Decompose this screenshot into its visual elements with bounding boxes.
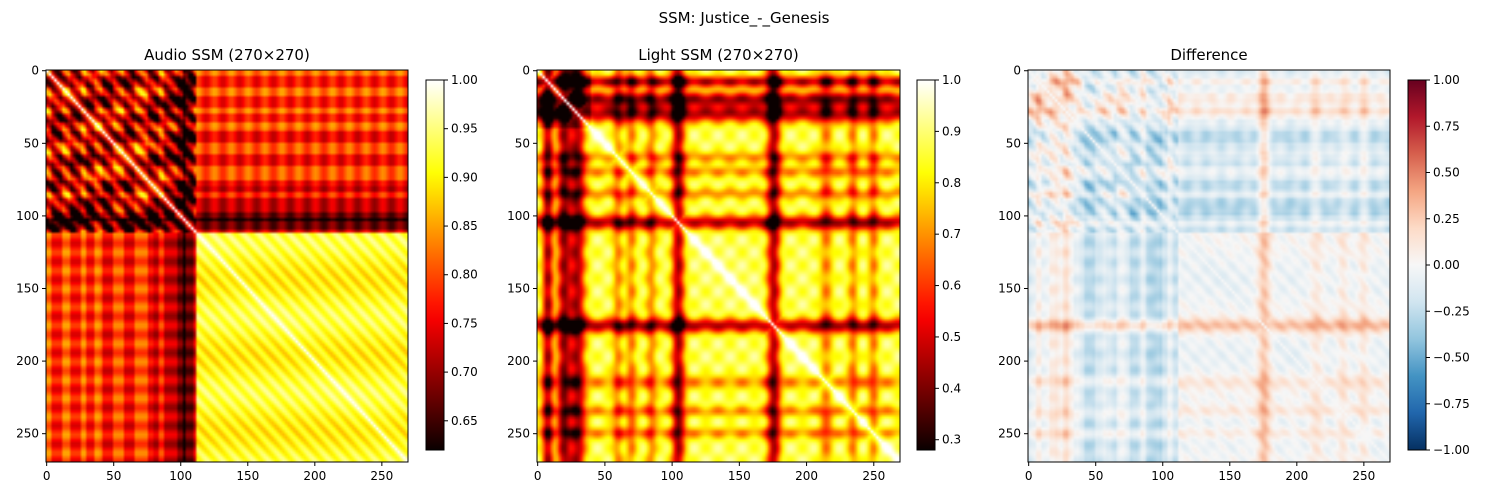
panel-2: Light SSM (270×270) 0 50 100 150 200 250 0 50 100… xyxy=(507,46,961,483)
colorbar-tick-label: 0.70 xyxy=(451,365,478,379)
x-tick-label: 150 xyxy=(236,469,259,483)
x-tick-label: 50 xyxy=(106,469,121,483)
x-tick-label: 50 xyxy=(597,469,612,483)
y-tick-label: 200 xyxy=(507,354,530,368)
y-tick-label: 0 xyxy=(1013,64,1021,78)
colorbar-tick-label: 0.90 xyxy=(451,170,478,184)
colorbar-tick-label: 0.75 xyxy=(1433,119,1460,133)
colorbar-tick-label: 0.4 xyxy=(942,381,961,395)
colorbar-tick-label: 0.25 xyxy=(1433,212,1460,226)
y-tick-label: 0 xyxy=(31,64,39,78)
x-tick-label: 200 xyxy=(303,469,326,483)
colorbar-tick-label: 0.85 xyxy=(451,219,478,233)
y-tick-label: 200 xyxy=(16,354,39,368)
y-tick-label: 50 xyxy=(515,136,530,150)
x-tick-label: 100 xyxy=(169,469,192,483)
x-tick-label: 0 xyxy=(43,469,51,483)
colorbar xyxy=(425,79,445,451)
y-tick-label: 150 xyxy=(998,282,1021,296)
panel-title: Difference xyxy=(1170,46,1247,64)
x-tick-label: 250 xyxy=(370,469,393,483)
x-tick-label: 200 xyxy=(1285,469,1308,483)
x-tick-label: 0 xyxy=(534,469,542,483)
y-tick-label: 100 xyxy=(998,209,1021,223)
colorbar xyxy=(916,79,936,451)
colorbar xyxy=(1407,79,1427,451)
colorbar-tick-label: 0.9 xyxy=(942,124,961,138)
panel-3: Difference 0 50 100 150 200 250 0 50 100 150 200 250… xyxy=(998,46,1470,483)
heatmap-image xyxy=(537,70,900,462)
panel-1: Audio SSM (270×270) 0 50 100 150 200 250 0 50 100… xyxy=(16,46,478,483)
y-tick-label: 250 xyxy=(507,427,530,441)
x-tick-label: 150 xyxy=(728,469,751,483)
y-tick-label: 250 xyxy=(16,427,39,441)
colorbar-tick-label: 1.0 xyxy=(942,73,961,87)
colorbar-tick-label: 0.50 xyxy=(1433,166,1460,180)
x-tick-label: 200 xyxy=(795,469,818,483)
colorbar-tick-label: 0.95 xyxy=(451,122,478,136)
x-tick-label: 150 xyxy=(1218,469,1241,483)
colorbar-tick-label: −0.25 xyxy=(1433,304,1470,318)
colorbar-tick-label: 0.8 xyxy=(942,176,961,190)
colorbar-tick-label: 0.75 xyxy=(451,316,478,330)
y-tick-label: 150 xyxy=(507,282,530,296)
axes-frame xyxy=(45,69,409,463)
x-tick-label: 100 xyxy=(661,469,684,483)
panel-title: Light SSM (270×270) xyxy=(638,46,799,64)
colorbar-tick-label: 0.00 xyxy=(1433,258,1460,272)
panel-title: Audio SSM (270×270) xyxy=(144,46,310,64)
colorbar-tick-label: −0.75 xyxy=(1433,397,1470,411)
x-tick-label: 100 xyxy=(1151,469,1174,483)
y-tick-label: 200 xyxy=(998,354,1021,368)
colorbar-tick-label: 0.80 xyxy=(451,268,478,282)
x-tick-label: 50 xyxy=(1088,469,1103,483)
colorbar-tick-label: 0.3 xyxy=(942,433,961,447)
y-tick-label: 0 xyxy=(522,64,530,78)
heatmap-image xyxy=(1028,70,1390,462)
heatmap-image xyxy=(46,70,408,462)
y-tick-label: 50 xyxy=(1006,136,1021,150)
colorbar-tick-label: 1.00 xyxy=(451,73,478,87)
x-tick-label: 250 xyxy=(862,469,885,483)
colorbar-tick-label: 1.00 xyxy=(1433,73,1460,87)
colorbar-tick-label: 0.6 xyxy=(942,279,961,293)
x-tick-label: 0 xyxy=(1025,469,1033,483)
colorbar-tick-label: 0.5 xyxy=(942,330,961,344)
x-tick-label: 250 xyxy=(1352,469,1375,483)
y-tick-label: 100 xyxy=(16,209,39,223)
y-tick-label: 50 xyxy=(24,136,39,150)
axes-frame xyxy=(1027,69,1391,463)
colorbar-tick-label: 0.7 xyxy=(942,227,961,241)
y-tick-label: 100 xyxy=(507,209,530,223)
colorbar-tick-label: −1.00 xyxy=(1433,443,1470,457)
colorbar-tick-label: −0.50 xyxy=(1433,351,1470,365)
colorbar-tick-label: 0.65 xyxy=(451,414,478,428)
y-tick-label: 150 xyxy=(16,282,39,296)
y-tick-label: 250 xyxy=(998,427,1021,441)
figure-suptitle: SSM: Justice_-_Genesis xyxy=(659,9,830,28)
axes-frame xyxy=(536,69,901,463)
